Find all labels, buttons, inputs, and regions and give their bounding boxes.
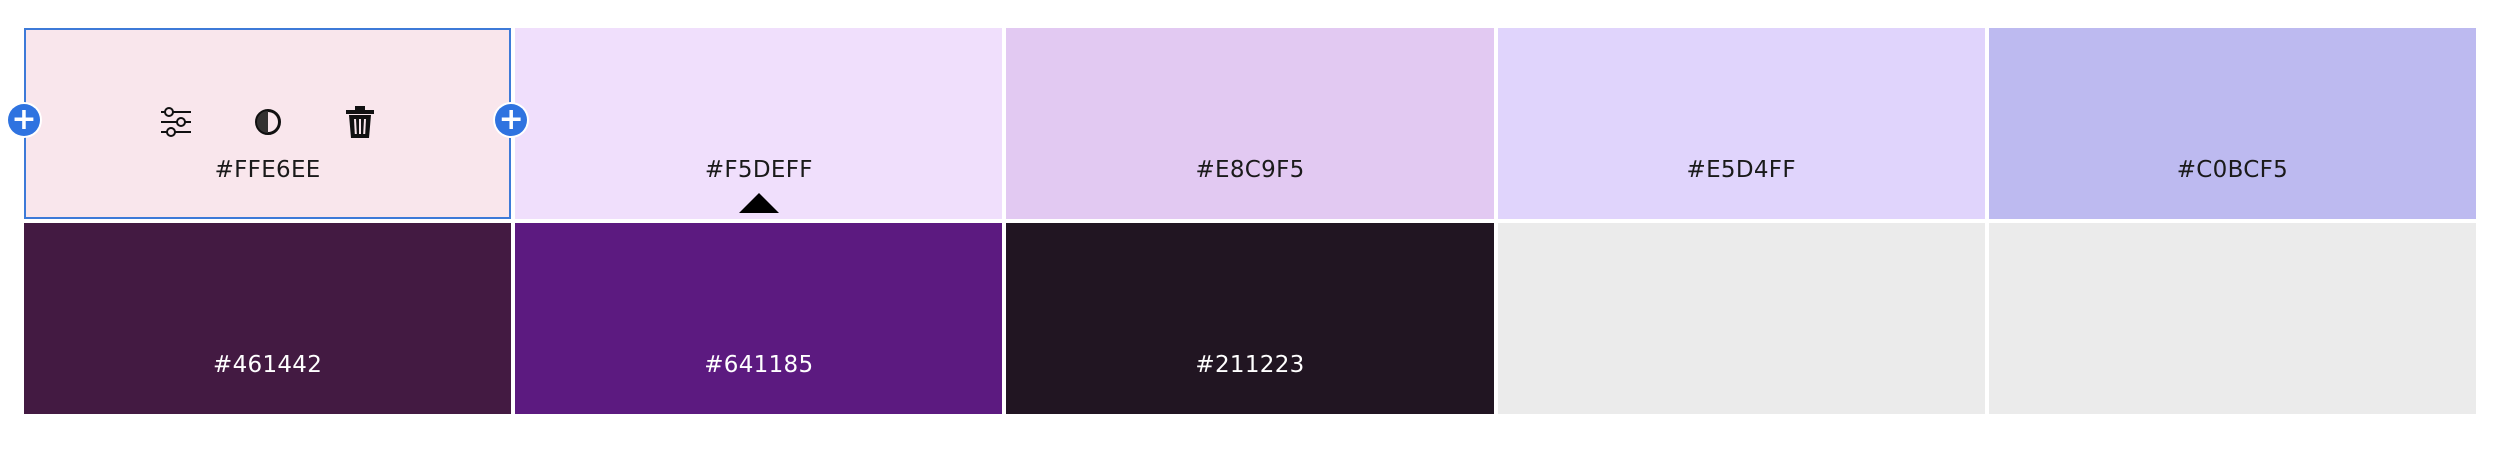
contrast-icon[interactable]	[250, 104, 286, 140]
swatch-toolbar	[24, 104, 511, 140]
swatch-4[interactable]: #E5D4FF	[1497, 28, 1985, 219]
plus-icon: +	[498, 102, 524, 137]
swatch-empty-1[interactable]	[1497, 223, 1985, 414]
swatch-hex-label: #C0BCF5	[2176, 157, 2289, 183]
swatch-hex-label: #461442	[213, 352, 323, 378]
swatch-2[interactable]: #F5DEFF	[515, 28, 1003, 219]
add-color-left-button[interactable]: +	[8, 104, 40, 136]
swatch-hex-label: #641185	[704, 352, 814, 378]
swatch-7[interactable]: #641185	[515, 223, 1003, 414]
trash-icon[interactable]	[342, 104, 378, 140]
swatch-3[interactable]: #E8C9F5	[1006, 28, 1494, 219]
swatch-hex-label: #E5D4FF	[1686, 157, 1796, 183]
caret-up-icon	[738, 193, 779, 213]
swatch-5[interactable]: #C0BCF5	[1988, 28, 2476, 219]
plus-icon: +	[11, 102, 37, 137]
swatch-hex-label: #211223	[1195, 352, 1305, 378]
swatch-1[interactable]: + +	[8, 28, 528, 219]
color-palette-grid: + +	[8, 28, 2476, 414]
swatch-hex-label: #F5DEFF	[704, 157, 813, 183]
add-color-right-button[interactable]: +	[495, 102, 528, 137]
swatch-hex-label: #E8C9F5	[1195, 157, 1305, 183]
adjust-sliders-icon[interactable]	[158, 104, 194, 140]
swatch-hex-label: #FFE6EE	[214, 157, 321, 183]
swatch-empty-2[interactable]	[1988, 223, 2476, 414]
swatch-6[interactable]: #461442	[24, 223, 512, 414]
swatch-8[interactable]: #211223	[1006, 223, 1494, 414]
